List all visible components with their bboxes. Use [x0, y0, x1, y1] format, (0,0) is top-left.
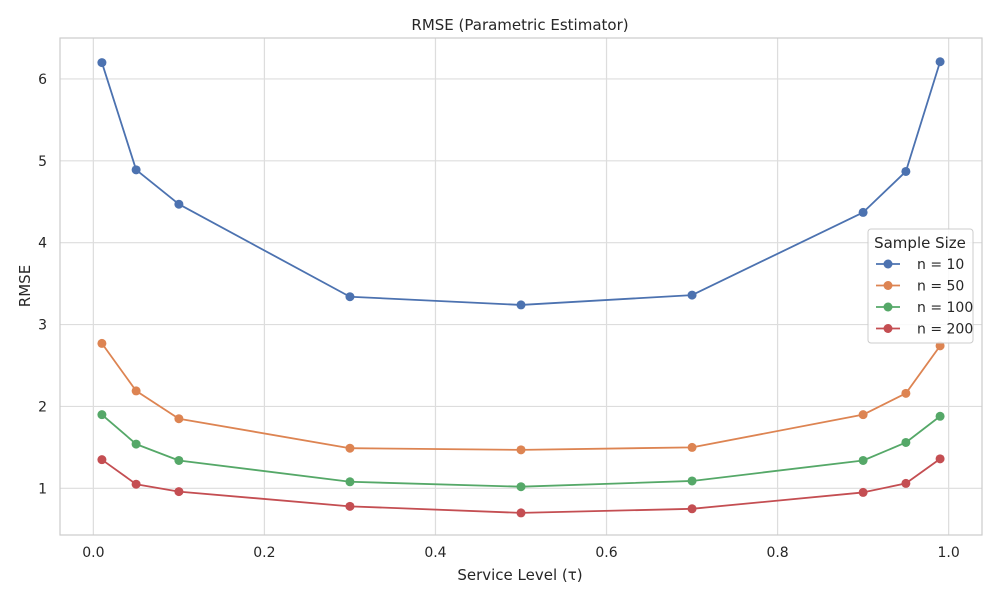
data-point	[516, 508, 526, 518]
data-point	[935, 341, 945, 351]
y-tick-label: 4	[38, 236, 47, 252]
data-point	[858, 207, 868, 217]
data-point	[174, 455, 184, 465]
x-tick-label: 0.2	[253, 545, 275, 561]
series-3	[97, 454, 945, 518]
plot-frame	[59, 37, 983, 536]
y-axis-label: RMSE	[16, 265, 34, 307]
data-point	[345, 292, 355, 302]
series-line	[101, 342, 941, 451]
series-1	[97, 338, 945, 455]
data-point	[174, 199, 184, 209]
grid-lines	[60, 38, 982, 535]
data-point	[131, 165, 141, 175]
data-point	[345, 477, 355, 487]
legend-box	[867, 228, 974, 344]
data-point	[901, 388, 911, 398]
legend-item: n = 10	[876, 257, 964, 273]
data-point	[516, 445, 526, 455]
legend-marker	[883, 302, 893, 312]
series-line	[101, 61, 941, 306]
legend-items: n = 10 n = 50 n = 100 n = 200	[876, 257, 973, 338]
series-lines	[97, 57, 945, 518]
data-point	[97, 455, 107, 465]
y-tick-label: 6	[38, 72, 47, 88]
series-2	[97, 410, 945, 492]
axis-ticks: 0.0 0.2 0.4 0.6 0.8 1.0 1 2 3 4 5 6	[38, 72, 960, 561]
x-tick-label: 0.4	[424, 545, 446, 561]
data-point	[174, 414, 184, 424]
data-point	[687, 504, 697, 514]
x-tick-label: 0.0	[82, 545, 104, 561]
y-tick-label: 2	[38, 399, 47, 415]
data-point	[131, 386, 141, 396]
legend-label: n = 50	[917, 279, 964, 295]
x-tick-label: 0.6	[595, 545, 617, 561]
legend-item: n = 100	[876, 300, 973, 316]
data-point	[516, 482, 526, 492]
y-tick-label: 1	[38, 481, 47, 497]
y-tick-label: 5	[38, 154, 47, 170]
data-point	[858, 455, 868, 465]
x-tick-label: 1.0	[938, 545, 960, 561]
x-tick-label: 0.8	[766, 545, 788, 561]
legend-label: n = 200	[917, 322, 973, 338]
chart-title: RMSE (Parametric Estimator)	[411, 16, 628, 34]
y-tick-label: 3	[38, 318, 47, 334]
data-point	[345, 443, 355, 453]
data-point	[935, 411, 945, 421]
legend-item: n = 50	[876, 279, 964, 295]
legend-marker	[883, 324, 893, 333]
data-point	[901, 478, 911, 488]
data-point	[687, 476, 697, 486]
data-point	[901, 437, 911, 447]
data-point	[131, 439, 141, 449]
legend-label: n = 10	[917, 257, 964, 273]
x-axis-label: Service Level (τ)	[457, 566, 582, 584]
data-point	[97, 58, 107, 68]
data-point	[935, 454, 945, 464]
legend-item: n = 200	[876, 322, 973, 338]
data-point	[97, 338, 107, 348]
data-point	[174, 487, 184, 497]
series-0	[97, 57, 945, 310]
legend-marker	[883, 259, 893, 269]
data-point	[687, 442, 697, 452]
legend: Sample Size n = 10 n = 50 n = 100 n = 200	[867, 228, 974, 344]
data-point	[858, 487, 868, 497]
data-point	[687, 290, 697, 300]
data-point	[935, 57, 945, 67]
legend-marker	[883, 281, 893, 290]
data-point	[901, 166, 911, 176]
data-point	[131, 479, 141, 489]
data-point	[516, 300, 526, 310]
legend-label: n = 100	[917, 300, 973, 316]
legend-title: Sample Size	[874, 234, 966, 252]
data-point	[858, 410, 868, 420]
data-point	[97, 410, 107, 420]
data-point	[345, 501, 355, 511]
